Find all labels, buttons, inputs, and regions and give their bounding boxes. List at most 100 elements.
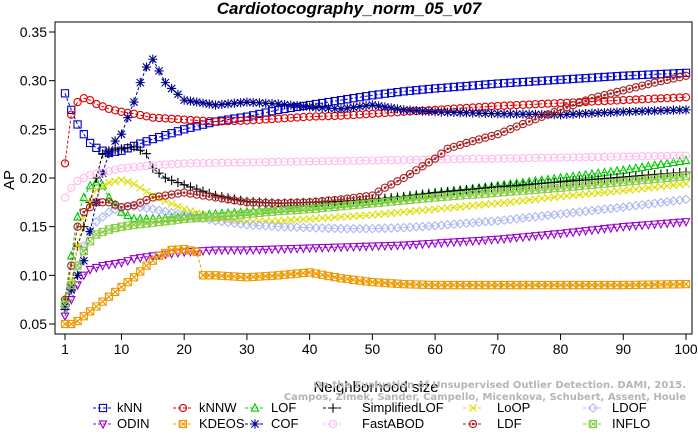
point-fastabod [111,165,120,174]
point-ldf [255,198,264,207]
point-fastabod [311,157,321,166]
point-cof [574,109,584,119]
point-cof [66,285,76,295]
point-cof [217,99,227,110]
point-fastabod [562,153,571,162]
point-knnw [255,115,264,124]
point-knnw [625,95,634,104]
point-cof [129,97,139,107]
point-loop [274,216,283,225]
point-simplifiedlof [154,168,164,178]
point-fastabod [637,152,647,161]
y-tick-label: 0.10 [20,267,47,283]
point-odin [261,245,271,255]
point-loop [487,199,496,208]
point-ldof [323,223,334,234]
legend-label-lof: LOF [271,400,296,415]
point-knn [412,86,421,95]
point-knn [481,80,490,89]
point-odin [443,238,453,248]
point-odin [66,296,76,305]
point-simplifiedlof [123,143,133,153]
point-knn [637,70,647,80]
point-ldf [462,138,471,148]
point-knnw [85,95,95,105]
series-odin [60,218,691,322]
point-loop [330,213,339,222]
point-odin [386,241,396,251]
point-ldof [348,223,359,234]
point-ldf [424,158,433,167]
point-fastabod [60,193,70,202]
point-odin [499,235,509,245]
point-odin [273,245,283,255]
point-cof [474,108,484,118]
point-odin [424,239,434,249]
x-tick-label: 30 [239,341,255,357]
point-cof [443,107,453,117]
point-knnw [280,114,289,123]
x-tick-label: 70 [490,341,506,357]
point-knn [606,72,615,81]
point-loop [324,213,333,222]
point-fastabod [675,151,684,160]
point-odin [681,218,691,228]
y-tick-label: 0.15 [20,219,47,235]
point-cof [72,270,83,280]
point-ldf [205,192,214,201]
point-ldf [123,202,132,211]
point-cof [292,101,302,111]
point-loop [525,195,534,204]
point-ldof [229,218,240,229]
point-knn [531,77,540,86]
point-fastabod [619,152,628,161]
point-knn [663,69,672,78]
point-odin [668,219,678,229]
point-fastabod [261,157,270,167]
point-loop [613,187,621,196]
point-knn [587,73,597,82]
point-fastabod [129,162,139,172]
point-loop [531,195,540,204]
point-knn [631,71,640,80]
point-cof [374,101,384,111]
point-cof [236,98,246,108]
y-axis-label: AP [1,170,18,190]
point-loop [575,190,584,199]
point-fastabod [437,155,446,164]
point-cof [405,105,415,115]
point-odin [455,238,465,247]
point-ldf [418,162,427,171]
point-ldf [230,196,239,205]
point-fastabod [217,158,226,167]
legend-label-ldf: LDF [497,416,522,431]
point-ldf [606,89,615,98]
point-simplifiedlof [160,173,170,183]
point-simplifiedlof [436,187,446,197]
point-cof [248,97,258,108]
point-fastabod [612,152,622,161]
point-cof [411,106,421,116]
point-odin [104,260,114,270]
point-fastabod [493,154,502,163]
point-cof [468,108,478,118]
point-simplifiedlof [468,184,478,194]
point-ldf [619,86,628,95]
point-odin [311,244,321,254]
point-simplifiedlof [135,145,145,155]
point-ldf [217,194,226,203]
point-cof [135,78,145,88]
point-fastabod [67,183,76,192]
point-knn [399,87,408,96]
point-knnw [531,100,540,109]
point-cof [455,107,465,118]
point-knnw [506,101,515,110]
point-knn [85,138,95,148]
point-knnw [104,104,114,114]
legend-marker-simplifiedlof [328,403,338,413]
point-knn [474,80,484,90]
point-odin [361,242,371,252]
point-knnw [73,97,82,107]
point-odin [110,260,120,269]
point-ldf [79,207,88,217]
